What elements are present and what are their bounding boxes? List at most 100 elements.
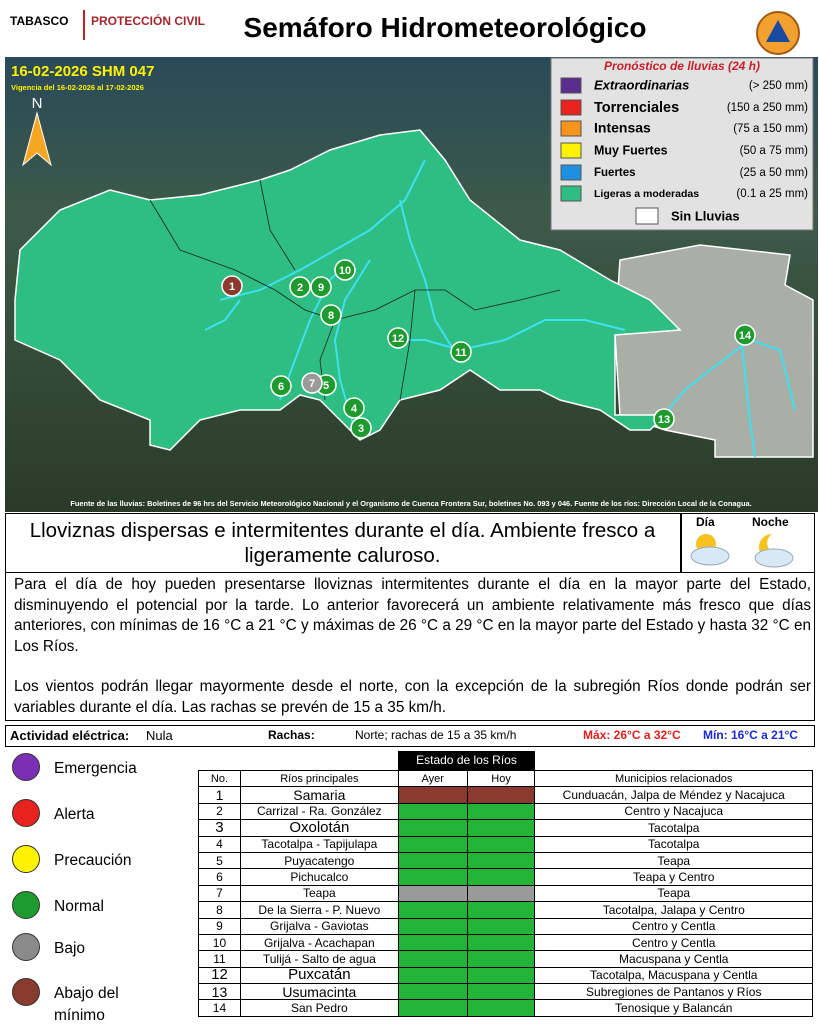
status-yesterday xyxy=(397,884,468,903)
map: 16-02-2026 SHM 047 Vigencia del 16-02-20… xyxy=(5,57,818,512)
legend-swatch xyxy=(560,99,582,116)
north-arrow xyxy=(22,111,52,167)
status-yesterday xyxy=(397,933,468,952)
municipalities: Teapa xyxy=(534,851,813,870)
status-today xyxy=(466,819,536,837)
emblem xyxy=(756,11,800,55)
header-cell: Municipios relacionados xyxy=(534,769,813,788)
status-today xyxy=(466,851,536,870)
river-number: 2 xyxy=(198,802,241,821)
status-today xyxy=(466,966,536,985)
status-today xyxy=(466,802,536,821)
municipalities: Centro y Centla xyxy=(534,933,813,952)
river-number: 10 xyxy=(198,933,241,952)
headline: Lloviznas dispersas e intermitentes dura… xyxy=(29,519,656,567)
status-today xyxy=(466,786,536,804)
river-marker-label: 12 xyxy=(392,333,404,345)
status-yesterday xyxy=(397,999,468,1017)
river-name: Grijalva - Gaviotas xyxy=(239,917,399,935)
status-yesterday xyxy=(397,901,468,919)
status-today xyxy=(466,868,536,886)
municipalities: Centro y Centla xyxy=(534,917,813,935)
bulletin-id: 16-02-2026 SHM 047 xyxy=(11,63,154,80)
river-number: 9 xyxy=(198,917,241,935)
river-name: Teapa xyxy=(239,884,399,903)
municipalities: Subregiones de Pantanos y Ríos xyxy=(534,983,813,1001)
state-logo: TABASCO xyxy=(10,14,69,28)
river-row: 13 Usumacinta Subregiones de Pantanos y Rí… xyxy=(198,983,813,1001)
forecast-text: Para el día de hoy pueden presentarse ll… xyxy=(14,575,811,738)
electric-value: Nula xyxy=(146,728,173,743)
legend-range: (0.1 a 25 mm) xyxy=(736,188,808,200)
title: Semáforo Hidrometeorológico xyxy=(243,12,647,43)
status-dot xyxy=(12,891,40,919)
status-dot xyxy=(12,978,40,1006)
status-yesterday xyxy=(397,835,468,853)
river-number: 4 xyxy=(198,835,241,853)
status-label: Normal xyxy=(54,898,104,915)
legend-label: Muy Fuertes xyxy=(594,143,668,157)
status-today xyxy=(466,917,536,935)
river-marker xyxy=(450,341,472,363)
river-marker xyxy=(221,275,243,297)
river-marker xyxy=(734,324,756,346)
river-row: 1 Samaria Cunduacán, Jalpa de Méndez y Nac… xyxy=(198,786,813,804)
legend-label: Fuertes xyxy=(594,167,636,179)
river-marker-label: 8 xyxy=(328,310,334,322)
river-row: 6 Pichucalco Teapa y Centro xyxy=(198,868,813,886)
header-cell: Ríos principales xyxy=(239,769,399,788)
river-marker-label: 4 xyxy=(351,403,358,415)
river-marker-label: 3 xyxy=(358,423,364,435)
status-yesterday xyxy=(397,851,468,870)
status-yesterday xyxy=(397,917,468,935)
river-marker xyxy=(653,408,675,430)
status-dot xyxy=(12,753,40,781)
river-marker-label: 13 xyxy=(658,414,670,426)
river-number: 8 xyxy=(198,901,241,919)
river-number: 1 xyxy=(198,786,241,804)
river-row: 10 Grijalva - Acachapan Centro y Centla xyxy=(198,933,813,952)
legend-label: Intensas xyxy=(594,120,651,136)
paragraph: Para el día de hoy pueden presentarse ll… xyxy=(14,576,811,655)
status-dot xyxy=(12,845,40,873)
river-marker xyxy=(289,276,311,298)
legend-swatch xyxy=(560,164,582,181)
status-today xyxy=(466,999,536,1017)
river-marker-label: 9 xyxy=(318,282,324,294)
status-dot xyxy=(12,933,40,961)
status-today xyxy=(466,950,536,968)
river-number: 6 xyxy=(198,868,241,886)
info-row xyxy=(5,725,815,747)
river-marker xyxy=(387,327,409,349)
river-row: 14 San Pedro Tenosique y Balancán xyxy=(198,999,813,1017)
gusts-value: Norte; rachas de 15 a 35 km/h xyxy=(355,728,517,742)
municipalities: Tenosique y Balancán xyxy=(534,999,813,1017)
day-label: Día xyxy=(696,515,715,529)
source: Fuente de las lluvias: Boletines de 96 h… xyxy=(70,499,751,508)
status-label: Precaución xyxy=(54,852,132,869)
river-marker-label: 1 xyxy=(229,281,235,293)
river-marker-label: 2 xyxy=(297,282,303,294)
header-cell: Ayer xyxy=(397,769,468,788)
river-number: 12 xyxy=(198,966,241,985)
river-row: 11 Tulijá - Salto de agua Macuspana y Cent… xyxy=(198,950,813,968)
municipalities: Tacotalpa, Macuspana y Centla xyxy=(534,966,813,985)
weather-icons xyxy=(690,534,794,568)
status-yesterday xyxy=(397,950,468,968)
river-marker xyxy=(320,304,342,326)
municipalities: Tacotalpa xyxy=(534,819,813,837)
municipalities: Tacotalpa, Jalapa y Centro xyxy=(534,901,813,919)
river-name: Grijalva - Acachapan xyxy=(239,933,399,952)
gusts-label: Rachas: xyxy=(268,728,315,742)
validity: Vigencia del 16-02-2026 al 17-02-2026 xyxy=(11,83,144,92)
no-rain-region xyxy=(614,244,814,458)
electric-label: Actividad eléctrica: xyxy=(10,728,130,743)
river-number: 14 xyxy=(198,999,241,1017)
river-row: 8 De la Sierra - P. Nuevo Tacotalpa, Jalap… xyxy=(198,901,813,919)
river-marker xyxy=(343,397,365,419)
north-label: N xyxy=(32,95,43,112)
legend-label: Ligeras a moderadas xyxy=(594,188,699,200)
no-rain-swatch xyxy=(635,207,659,225)
